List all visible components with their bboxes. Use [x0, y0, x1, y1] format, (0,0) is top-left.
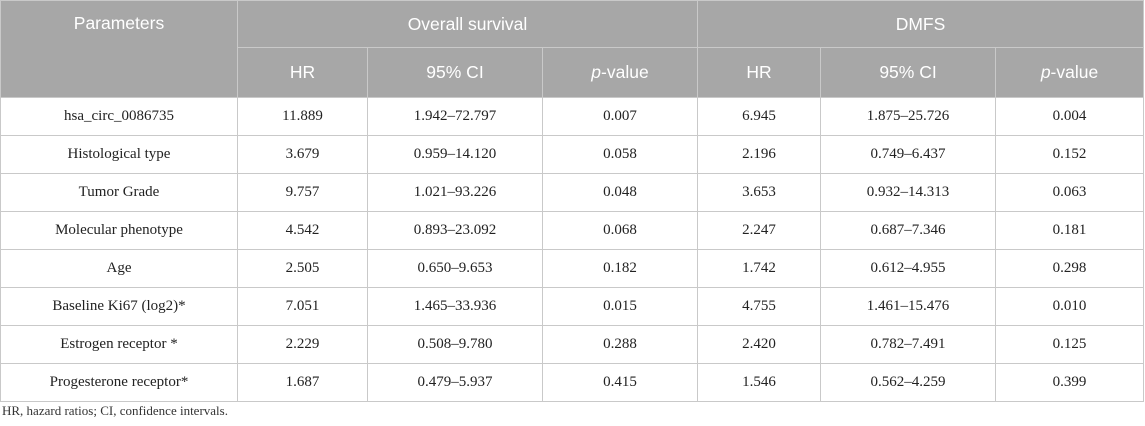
cell-os-pvalue: 0.068: [541, 211, 699, 250]
cell-os-hr: 9.757: [237, 173, 368, 212]
table-row: Estrogen receptor * 2.229 0.508–9.780 0.…: [0, 325, 1145, 364]
subheader-os-hr: HR: [237, 47, 368, 98]
cell-os-ci: 1.942–72.797: [367, 97, 543, 136]
cell-parameter: Tumor Grade: [0, 173, 238, 212]
cell-dmfs-ci: 0.932–14.313: [820, 173, 997, 212]
cell-parameter: Progesterone receptor*: [0, 363, 238, 402]
table-header: Parameters Overall survival DMFS HR 95% …: [0, 0, 1145, 98]
cell-dmfs-ci: 0.612–4.955: [820, 249, 997, 288]
table-row: hsa_circ_0086735 11.889 1.942–72.797 0.0…: [0, 97, 1145, 136]
cell-os-pvalue: 0.058: [541, 135, 699, 174]
pvalue-suffix: -value: [1050, 62, 1099, 82]
cell-os-hr: 2.505: [237, 249, 368, 288]
cell-dmfs-ci: 0.749–6.437: [820, 135, 997, 174]
pvalue-suffix: -value: [601, 62, 649, 82]
cell-parameter: Histological type: [0, 135, 238, 174]
cell-os-ci: 0.508–9.780: [367, 325, 543, 364]
cell-os-hr: 1.687: [237, 363, 368, 402]
cell-os-ci: 1.021–93.226: [367, 173, 543, 212]
cell-os-pvalue: 0.015: [541, 287, 699, 326]
cell-parameter: hsa_circ_0086735: [0, 97, 238, 136]
cell-dmfs-pvalue: 0.063: [995, 173, 1145, 212]
cell-parameter: Age: [0, 249, 238, 288]
cell-dmfs-pvalue: 0.298: [995, 249, 1145, 288]
cell-dmfs-pvalue: 0.181: [995, 211, 1145, 250]
cell-parameter: Estrogen receptor *: [0, 325, 238, 364]
cell-dmfs-ci: 1.875–25.726: [820, 97, 997, 136]
cell-dmfs-ci: 0.687–7.346: [820, 211, 997, 250]
subheader-os-pvalue: p-value: [541, 47, 699, 98]
cell-os-hr: 7.051: [237, 287, 368, 326]
header-overall-survival: Overall survival: [236, 0, 699, 48]
header-parameters: Parameters: [0, 0, 238, 98]
cell-os-pvalue: 0.415: [541, 363, 699, 402]
cell-dmfs-ci: 1.461–15.476: [820, 287, 997, 326]
table-row: Age 2.505 0.650–9.653 0.182 1.742 0.612–…: [0, 249, 1145, 288]
cell-dmfs-pvalue: 0.125: [995, 325, 1145, 364]
header-dmfs: DMFS: [697, 0, 1145, 48]
subheader-dmfs-hr: HR: [697, 47, 822, 98]
cell-dmfs-hr: 2.420: [697, 325, 822, 364]
cell-os-ci: 0.479–5.937: [367, 363, 543, 402]
cell-os-hr: 2.229: [237, 325, 368, 364]
cell-dmfs-hr: 1.742: [697, 249, 822, 288]
cell-dmfs-pvalue: 0.004: [995, 97, 1145, 136]
cell-os-ci: 0.959–14.120: [367, 135, 543, 174]
cell-os-ci: 0.893–23.092: [367, 211, 543, 250]
table-footnote: HR, hazard ratios; CI, confidence interv…: [2, 403, 228, 418]
cell-dmfs-ci: 0.562–4.259: [820, 363, 997, 402]
cell-dmfs-hr: 1.546: [697, 363, 822, 402]
cell-dmfs-hr: 2.247: [697, 211, 822, 250]
cell-dmfs-pvalue: 0.152: [995, 135, 1145, 174]
table-row: Progesterone receptor* 1.687 0.479–5.937…: [0, 363, 1145, 402]
cell-parameter: Baseline Ki67 (log2)*: [0, 287, 238, 326]
pvalue-italic-p: p: [1040, 62, 1051, 82]
cell-os-pvalue: 0.048: [541, 173, 699, 212]
table-row: Molecular phenotype 4.542 0.893–23.092 0…: [0, 211, 1145, 250]
subheader-dmfs-pvalue: p-value: [995, 47, 1145, 98]
cell-dmfs-pvalue: 0.010: [995, 287, 1145, 326]
cell-dmfs-hr: 2.196: [697, 135, 822, 174]
cell-os-pvalue: 0.007: [541, 97, 699, 136]
cell-parameter: Molecular phenotype: [0, 211, 238, 250]
table-body: hsa_circ_0086735 11.889 1.942–72.797 0.0…: [0, 97, 1145, 402]
cell-dmfs-ci: 0.782–7.491: [820, 325, 997, 364]
table-row: Baseline Ki67 (log2)* 7.051 1.465–33.936…: [0, 287, 1145, 326]
cell-os-pvalue: 0.288: [541, 325, 699, 364]
cell-os-hr: 4.542: [237, 211, 368, 250]
table-row: Tumor Grade 9.757 1.021–93.226 0.048 3.6…: [0, 173, 1145, 212]
cell-os-ci: 1.465–33.936: [367, 287, 543, 326]
pvalue-italic-p: p: [591, 62, 602, 82]
cell-os-pvalue: 0.182: [541, 249, 699, 288]
cell-os-hr: 11.889: [237, 97, 368, 136]
results-table: Parameters Overall survival DMFS HR 95% …: [0, 0, 1145, 402]
cell-dmfs-hr: 6.945: [697, 97, 822, 136]
subheader-dmfs-ci: 95% CI: [820, 47, 997, 98]
cell-dmfs-pvalue: 0.399: [995, 363, 1145, 402]
cell-dmfs-hr: 3.653: [697, 173, 822, 212]
table-row: Histological type 3.679 0.959–14.120 0.0…: [0, 135, 1145, 174]
cell-dmfs-hr: 4.755: [697, 287, 822, 326]
subheader-os-ci: 95% CI: [367, 47, 543, 98]
cell-os-ci: 0.650–9.653: [367, 249, 543, 288]
cell-os-hr: 3.679: [237, 135, 368, 174]
